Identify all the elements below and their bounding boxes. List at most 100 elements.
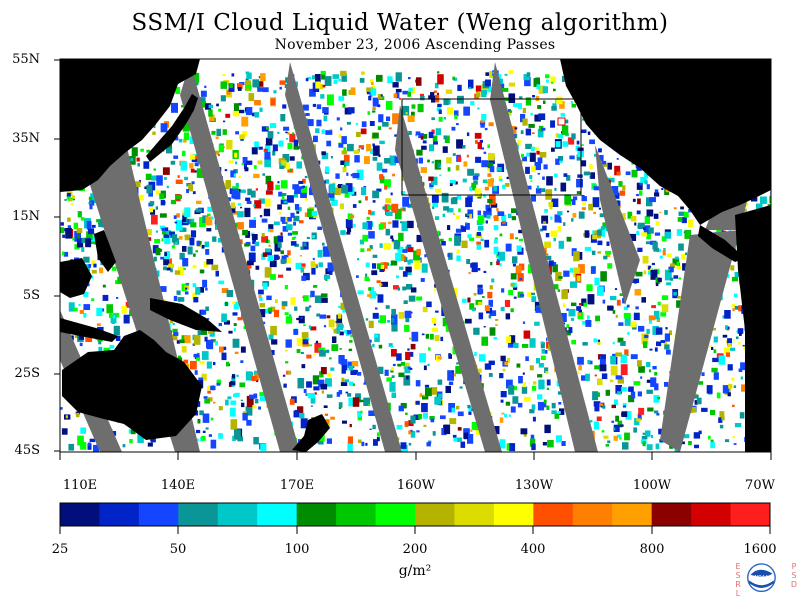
cloud-cell <box>329 270 333 275</box>
cloud-cell <box>544 424 551 434</box>
cloud-cell <box>335 328 340 334</box>
cloud-cell <box>452 153 456 156</box>
lon-label-130w: 130W <box>514 478 554 493</box>
cloud-cell <box>456 139 463 149</box>
cloud-cell <box>347 213 353 220</box>
cloud-cell <box>388 127 392 130</box>
cloud-cell <box>706 385 713 394</box>
cloud-cell <box>557 211 563 216</box>
cloud-cell <box>287 217 292 222</box>
cloud-cell <box>205 427 209 430</box>
cloud-cell <box>526 152 532 157</box>
cloud-cell <box>566 324 570 329</box>
cloud-cell <box>248 93 255 101</box>
cloud-cell <box>281 193 287 196</box>
cloud-cell <box>207 206 214 212</box>
cloud-cell <box>308 393 315 399</box>
cloud-cell <box>187 246 193 255</box>
cloud-cell <box>177 175 180 178</box>
cloud-cell <box>713 349 717 354</box>
cloud-cell <box>484 305 490 312</box>
cloud-cell <box>427 159 430 163</box>
cloud-cell <box>385 305 390 309</box>
cloud-cell <box>240 189 246 193</box>
cloud-cell <box>646 232 651 240</box>
cloud-cell <box>537 128 544 138</box>
cloud-cell <box>710 409 716 416</box>
cloud-cell <box>440 415 446 420</box>
cloud-cell <box>265 126 269 130</box>
cloud-cell <box>273 254 279 260</box>
cloud-cell <box>438 109 442 114</box>
cloud-cell <box>485 207 492 216</box>
cloud-cell <box>301 185 307 193</box>
cloud-cell <box>646 389 653 394</box>
cloud-cell <box>231 188 239 199</box>
cloud-cell <box>366 144 371 152</box>
cloud-cell <box>566 175 571 181</box>
cloud-cell <box>340 230 346 235</box>
cloud-cell <box>630 354 638 360</box>
cloud-cell <box>385 198 392 204</box>
cloud-cell <box>411 111 415 117</box>
lon-label-100w: 100W <box>632 478 672 493</box>
cloud-cell <box>545 233 550 238</box>
cloud-cell <box>163 177 167 180</box>
cloud-cell <box>266 295 272 301</box>
cloud-cell <box>487 291 493 299</box>
cloud-cell <box>501 88 509 92</box>
cloud-cell <box>460 226 466 232</box>
cloud-cell <box>643 225 651 234</box>
cloud-cell <box>251 147 258 155</box>
cloud-cell <box>466 259 471 264</box>
cloud-cell <box>441 241 446 246</box>
cloud-cell <box>203 396 208 399</box>
cloud-cell <box>634 280 637 284</box>
cloud-cell <box>181 105 184 108</box>
cloud-cell <box>185 287 188 290</box>
cloud-cell <box>576 371 579 374</box>
cloud-cell <box>484 127 488 131</box>
cloud-cell <box>458 208 461 213</box>
cloud-cell <box>442 146 448 153</box>
cloud-cell <box>326 94 334 106</box>
cloud-cell <box>253 437 259 445</box>
cloud-cell <box>278 140 284 147</box>
cloud-cell <box>290 241 297 246</box>
cloud-cell <box>643 270 647 275</box>
cloud-cell <box>616 391 622 395</box>
cloud-cell <box>286 195 294 203</box>
cloud-cell <box>498 175 502 180</box>
cloud-cell <box>285 349 288 352</box>
cloud-cell <box>536 185 540 189</box>
cloud-cell <box>173 155 179 159</box>
cloud-cell <box>354 155 360 163</box>
cloud-cell <box>390 260 398 266</box>
cloud-cell <box>443 117 446 120</box>
cloud-cell <box>330 367 335 371</box>
cloud-cell <box>183 267 186 270</box>
cloud-cell <box>229 381 236 386</box>
cloud-cell <box>200 90 207 97</box>
cloud-cell <box>163 234 170 238</box>
cloud-cell <box>164 227 169 231</box>
cloud-cell <box>332 336 337 343</box>
cloud-cell <box>711 346 714 350</box>
cloud-cell <box>324 76 332 86</box>
cloud-cell <box>497 211 505 216</box>
cloud-cell <box>343 154 350 164</box>
cloud-cell <box>150 438 156 443</box>
cloud-cell <box>345 183 353 192</box>
cloud-cell <box>734 272 742 277</box>
cloud-cell <box>569 155 575 160</box>
cloud-cell <box>447 253 451 257</box>
cloud-cell <box>237 83 243 89</box>
cloud-cell <box>206 341 212 349</box>
cloud-cell <box>97 326 104 332</box>
cloud-cell <box>431 387 438 395</box>
cloud-cell <box>556 96 563 105</box>
colorbar-swatch <box>493 503 534 526</box>
cloud-cell <box>254 200 262 209</box>
cloud-cell <box>499 263 502 267</box>
